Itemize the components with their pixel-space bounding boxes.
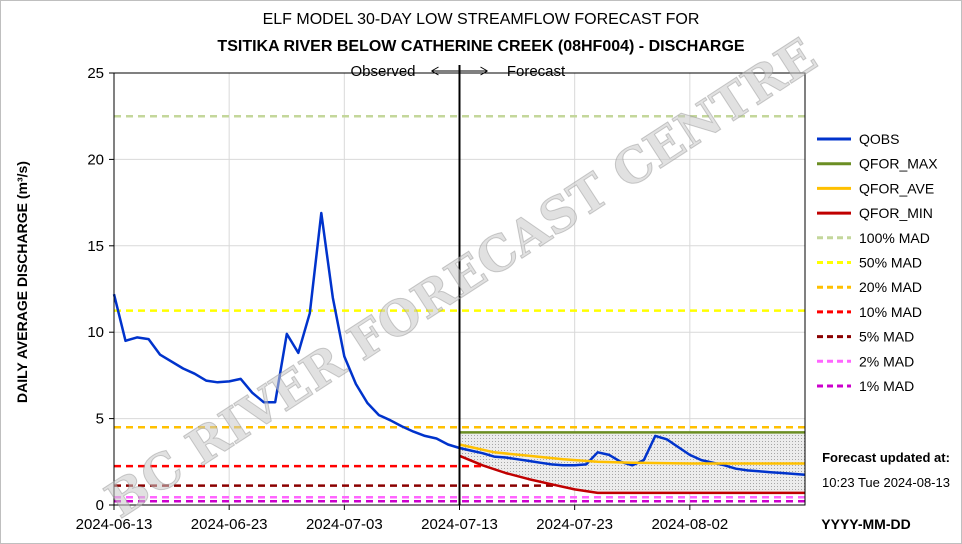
legend-label: 2% MAD — [859, 353, 914, 369]
y-tick-label: 10 — [87, 324, 104, 341]
chart-title: ELF MODEL 30-DAY LOW STREAMFLOW FORECAST… — [263, 11, 700, 28]
x-axis-label: YYYY-MM-DD — [821, 516, 910, 532]
y-tick-label: 25 — [87, 65, 104, 82]
series-lines — [112, 211, 806, 495]
legend-label: 10% MAD — [859, 304, 922, 320]
legend-label: 5% MAD — [859, 329, 914, 345]
x-tick-label: 2024-06-13 — [76, 516, 153, 533]
forecast-label: Forecast — [507, 63, 566, 80]
divider-arrow-right — [480, 66, 488, 76]
legend-label: QFOR_MAX — [859, 156, 938, 172]
legend-label: 50% MAD — [859, 255, 922, 271]
legend-label: QFOR_MIN — [859, 205, 933, 221]
series-line-qfor-ave — [459, 443, 805, 465]
y-axis-label: DAILY AVERAGE DISCHARGE (m³/s) — [14, 161, 30, 403]
updated-label: Forecast updated at: — [822, 450, 950, 465]
y-tick-label: 0 — [96, 497, 104, 514]
x-tick-label: 2024-06-23 — [191, 516, 268, 533]
divider-arrow-left — [431, 66, 439, 76]
axes: 0 5 10 15 20 25 2024-06-13 2024-06-23 2024-07-03… — [76, 65, 806, 533]
y-tick-label: 5 — [96, 411, 104, 428]
series-line-qfor-min — [459, 454, 805, 495]
x-tick-label: 2024-07-03 — [306, 516, 383, 533]
legend: QOBS QFOR_MAX QFOR_AVE QFOR_MIN 100% MAD 50% … — [817, 131, 938, 394]
x-tick-label: 2024-07-13 — [421, 516, 498, 533]
updated-value: 10:23 Tue 2024-08-13 — [822, 475, 950, 490]
series-line-qobs — [112, 211, 806, 477]
observed-label: Observed — [350, 63, 415, 80]
chart-subtitle: TSITIKA RIVER BELOW CATHERINE CREEK (08H… — [217, 38, 744, 55]
legend-label: QOBS — [859, 131, 899, 147]
legend-label: 100% MAD — [859, 230, 930, 246]
x-tick-label: 2024-08-02 — [651, 516, 728, 533]
y-tick-label: 20 — [87, 151, 104, 168]
y-tick-label: 15 — [87, 238, 104, 255]
legend-label: QFOR_AVE — [859, 180, 934, 196]
legend-label: 1% MAD — [859, 378, 914, 394]
legend-label: 20% MAD — [859, 279, 922, 295]
x-tick-label: 2024-07-23 — [536, 516, 613, 533]
